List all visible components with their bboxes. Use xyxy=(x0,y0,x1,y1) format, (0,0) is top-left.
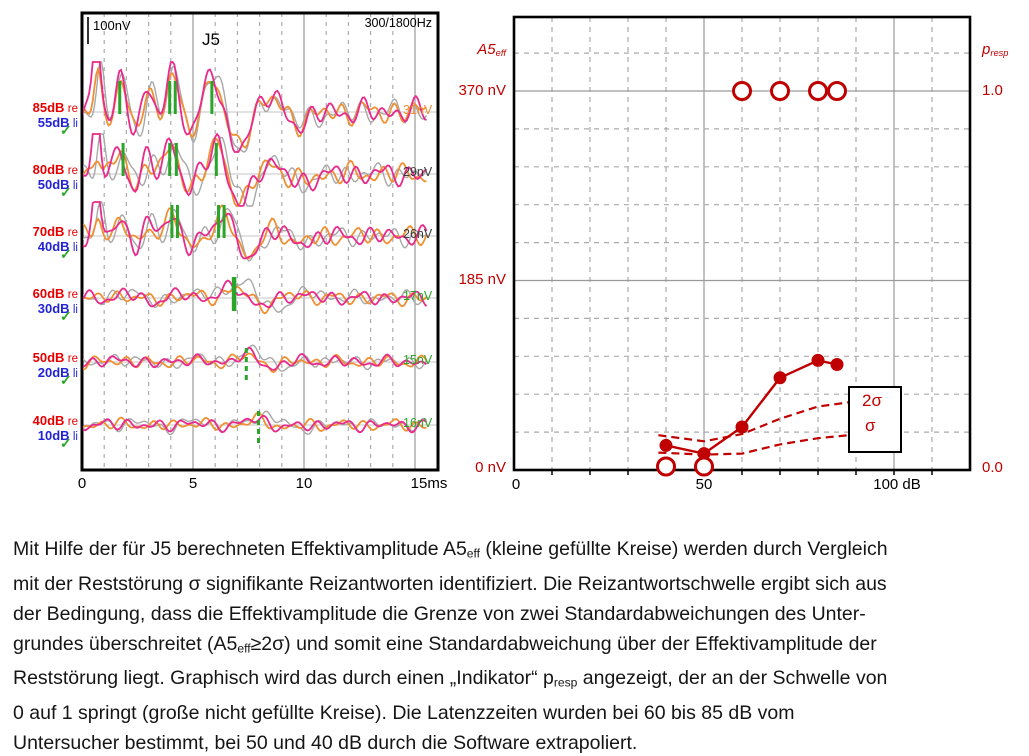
y-tick-185nv: 185 nV xyxy=(458,271,506,288)
filter-setting-label: 300/1800Hz xyxy=(364,16,432,30)
caption-line: Mit Hilfe der für J5 berechneten Effekti… xyxy=(13,538,888,561)
stimulus-level-label: 50dB re 20dB li xyxy=(32,350,78,381)
left-x-tick: 10 xyxy=(295,475,313,492)
accepted-check-icon: ✓ xyxy=(60,246,72,262)
caption-line: der Bedingung, dass die Effektivamplitud… xyxy=(13,602,866,625)
residual-noise-value: 31nV xyxy=(403,103,433,117)
legend-2sigma-label: 2σ xyxy=(862,391,882,410)
scale-bar-label: 100nV xyxy=(93,18,131,33)
caption-line: Untersucher bestimmt, bei 50 und 40 dB d… xyxy=(13,731,638,754)
wave-j5-label: J5 xyxy=(202,30,220,49)
accepted-check-icon: ✓ xyxy=(60,435,72,451)
sigma-curves xyxy=(658,401,849,456)
a5-label-main: A5 xyxy=(477,41,496,58)
y-axis-title-presp: presp xyxy=(982,41,1008,58)
residual-noise-value: 16nV xyxy=(403,416,433,430)
y-tick-370nv: 370 nV xyxy=(458,82,506,99)
caption-line: Reststörung liegt. Graphisch wird das du… xyxy=(13,667,888,690)
residual-noise-value: 15nV xyxy=(403,353,433,367)
presp-series xyxy=(656,81,847,477)
right-x-tick: 0 xyxy=(511,476,521,493)
accepted-check-icon: ✓ xyxy=(60,308,72,324)
legend-sigma-label: σ xyxy=(865,416,876,435)
y-axis-title-a5eff: A5eff xyxy=(432,41,506,58)
figure-area: 100nV J5 300/1800Hz A5eff 370 nV 185 nV … xyxy=(32,11,1008,493)
residual-noise-value: 26nV xyxy=(403,227,433,241)
y-tick-0nv: 0 nV xyxy=(475,459,506,476)
residual-noise-value: 29nV xyxy=(403,165,433,179)
a5-label-sub: eff xyxy=(495,48,506,59)
waveform-panel-border xyxy=(80,11,440,472)
y-tick-0-0: 0.0 xyxy=(982,459,1003,476)
sigma-legend-box: 2σ σ xyxy=(848,386,902,453)
right-x-tick: 50 xyxy=(695,476,713,493)
accepted-check-icon: ✓ xyxy=(60,372,72,388)
waveform-traces xyxy=(83,61,428,436)
left-x-tick: 15ms xyxy=(410,475,448,492)
left-x-tick: 0 xyxy=(77,475,87,492)
right-x-tick: 100 dB xyxy=(873,476,921,493)
growth-panel-border xyxy=(512,15,972,472)
stimulus-level-label: 40dB re 10dB li xyxy=(32,413,78,444)
caption-line: 0 auf 1 springt (große nicht gefüllte Kr… xyxy=(13,701,795,724)
stimulus-level-label: 60dB re 30dB li xyxy=(32,286,78,317)
stimulus-level-label: 80dB re 50dB li xyxy=(32,162,78,193)
figure-graphics xyxy=(80,11,972,477)
caption-line: grundes überschreitet (A5eff≥2σ) und som… xyxy=(13,632,877,656)
p-label-sub: resp xyxy=(990,48,1009,59)
caption-line: mit der Reststörung σ signifikante Reiza… xyxy=(13,572,887,595)
figure-caption: Mit Hilfe der für J5 berechneten Effekti… xyxy=(13,534,1021,756)
y-tick-1-0: 1.0 xyxy=(982,82,1003,99)
left-x-tick: 5 xyxy=(188,475,198,492)
j5-latency-markers xyxy=(118,81,260,446)
accepted-check-icon: ✓ xyxy=(60,122,72,138)
accepted-check-icon: ✓ xyxy=(60,184,72,200)
stimulus-level-label: 70dB re 40dB li xyxy=(32,224,78,255)
residual-noise-value: 17nV xyxy=(403,289,433,303)
stimulus-level-label: 85dB re 55dB li xyxy=(32,100,78,131)
p-label-main: p xyxy=(982,41,991,58)
a5eff-series xyxy=(659,353,844,461)
